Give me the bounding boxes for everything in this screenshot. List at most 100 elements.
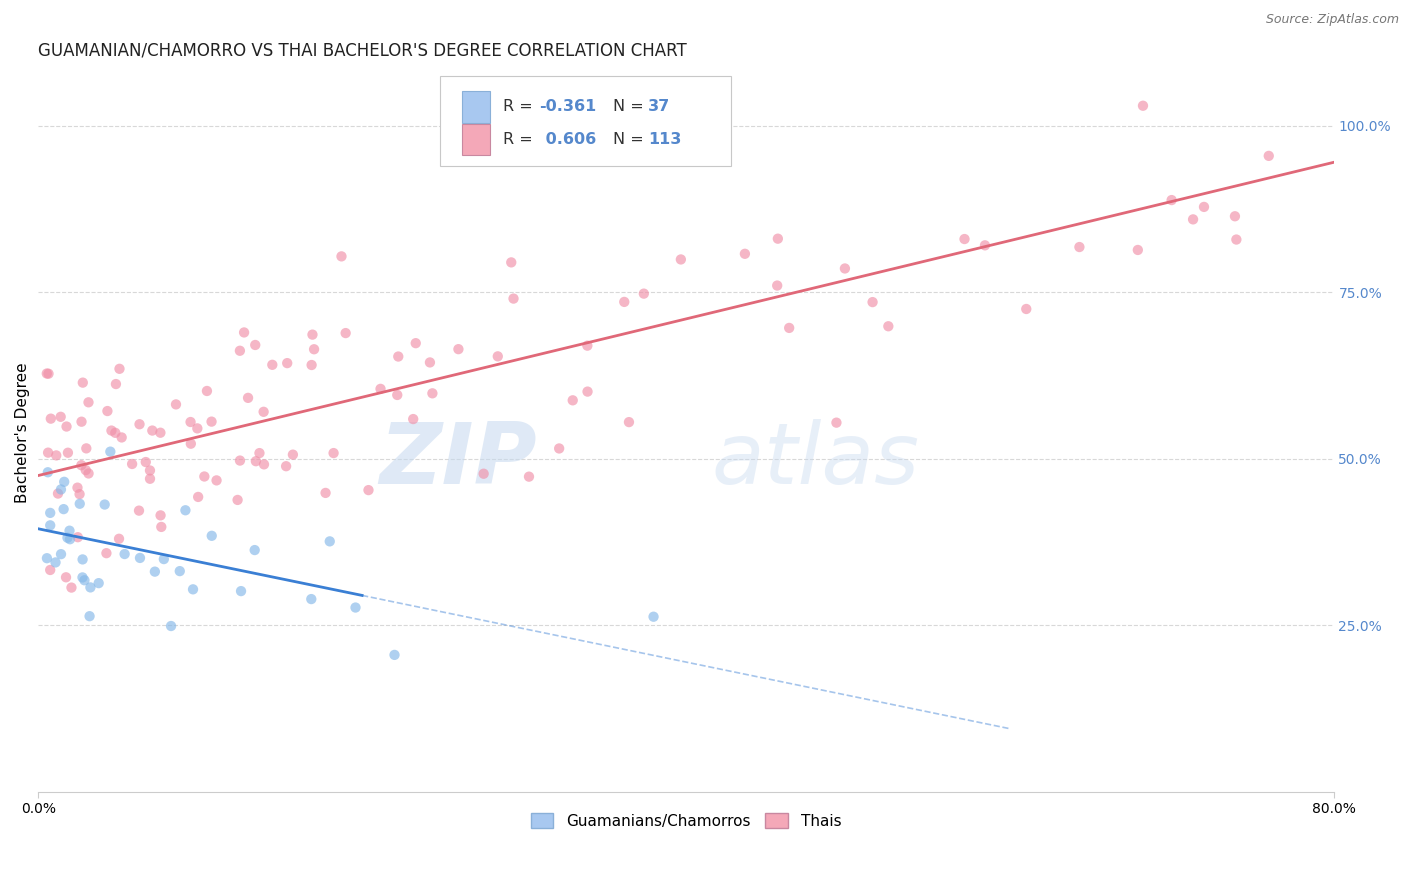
- Text: R =: R =: [503, 132, 538, 147]
- Point: [617, 415, 640, 429]
- Point: [111, 430, 134, 444]
- Point: [180, 415, 202, 429]
- Point: [330, 249, 353, 263]
- Point: [193, 469, 215, 483]
- Point: [319, 534, 342, 549]
- Text: atlas: atlas: [711, 419, 920, 502]
- Point: [1015, 301, 1038, 316]
- Point: [200, 415, 222, 429]
- Point: [108, 532, 131, 546]
- Point: [75, 463, 97, 477]
- Point: [229, 584, 252, 599]
- Point: [419, 355, 441, 369]
- Point: [953, 232, 976, 246]
- Point: [229, 343, 252, 358]
- Text: N =: N =: [613, 132, 650, 147]
- Point: [100, 424, 122, 438]
- Point: [249, 446, 271, 460]
- Point: [195, 384, 218, 398]
- Point: [486, 349, 509, 363]
- Point: [734, 247, 756, 261]
- Point: [501, 255, 523, 269]
- Point: [114, 547, 136, 561]
- Point: [245, 338, 267, 352]
- Point: [613, 294, 636, 309]
- Point: [1192, 200, 1215, 214]
- Point: [344, 600, 367, 615]
- Point: [1223, 209, 1246, 223]
- Point: [174, 503, 197, 517]
- Point: [181, 582, 204, 597]
- Point: [121, 457, 143, 471]
- Point: [778, 321, 800, 335]
- Point: [49, 483, 72, 497]
- Point: [141, 424, 163, 438]
- Point: [104, 425, 127, 440]
- Point: [299, 592, 322, 607]
- Point: [669, 252, 692, 267]
- Bar: [461, 91, 491, 123]
- Point: [229, 453, 252, 467]
- Point: [1069, 240, 1091, 254]
- Point: [322, 446, 344, 460]
- Point: [302, 343, 325, 357]
- Text: R =: R =: [503, 100, 538, 114]
- Point: [315, 486, 337, 500]
- Text: 113: 113: [648, 132, 682, 147]
- Point: [52, 502, 75, 516]
- Point: [253, 405, 276, 419]
- Point: [53, 475, 76, 489]
- Point: [96, 546, 118, 560]
- Point: [139, 463, 162, 477]
- Text: N =: N =: [613, 100, 650, 114]
- Text: ZIP: ZIP: [380, 419, 537, 502]
- Point: [75, 442, 97, 456]
- Point: [405, 336, 427, 351]
- Point: [576, 384, 599, 399]
- Point: [72, 552, 94, 566]
- Point: [129, 550, 152, 565]
- Point: [60, 581, 83, 595]
- Point: [187, 490, 209, 504]
- Point: [66, 481, 89, 495]
- Point: [447, 342, 470, 356]
- Point: [387, 388, 409, 402]
- Point: [73, 574, 96, 588]
- Point: [37, 465, 59, 479]
- Point: [574, 140, 596, 154]
- Point: [79, 609, 101, 624]
- Point: [1182, 212, 1205, 227]
- Point: [79, 581, 101, 595]
- Point: [301, 327, 323, 342]
- Point: [205, 474, 228, 488]
- Point: [87, 576, 110, 591]
- Point: [39, 518, 62, 533]
- Point: [143, 565, 166, 579]
- Point: [135, 455, 157, 469]
- Point: [402, 412, 425, 426]
- Point: [862, 295, 884, 310]
- Point: [422, 386, 444, 401]
- Point: [1160, 193, 1182, 207]
- Point: [226, 492, 249, 507]
- Point: [108, 361, 131, 376]
- Point: [877, 319, 900, 334]
- Point: [834, 261, 856, 276]
- Point: [96, 404, 118, 418]
- Point: [262, 358, 284, 372]
- Point: [46, 486, 69, 500]
- Point: [387, 350, 409, 364]
- Point: [98, 444, 121, 458]
- Point: [370, 382, 392, 396]
- Point: [1225, 233, 1247, 247]
- Point: [766, 232, 789, 246]
- Point: [58, 524, 80, 538]
- Point: [59, 533, 82, 547]
- Point: [243, 543, 266, 558]
- FancyBboxPatch shape: [440, 76, 731, 166]
- Point: [49, 547, 72, 561]
- Text: Source: ZipAtlas.com: Source: ZipAtlas.com: [1265, 13, 1399, 27]
- Point: [186, 421, 208, 435]
- Point: [39, 563, 62, 577]
- Point: [55, 419, 77, 434]
